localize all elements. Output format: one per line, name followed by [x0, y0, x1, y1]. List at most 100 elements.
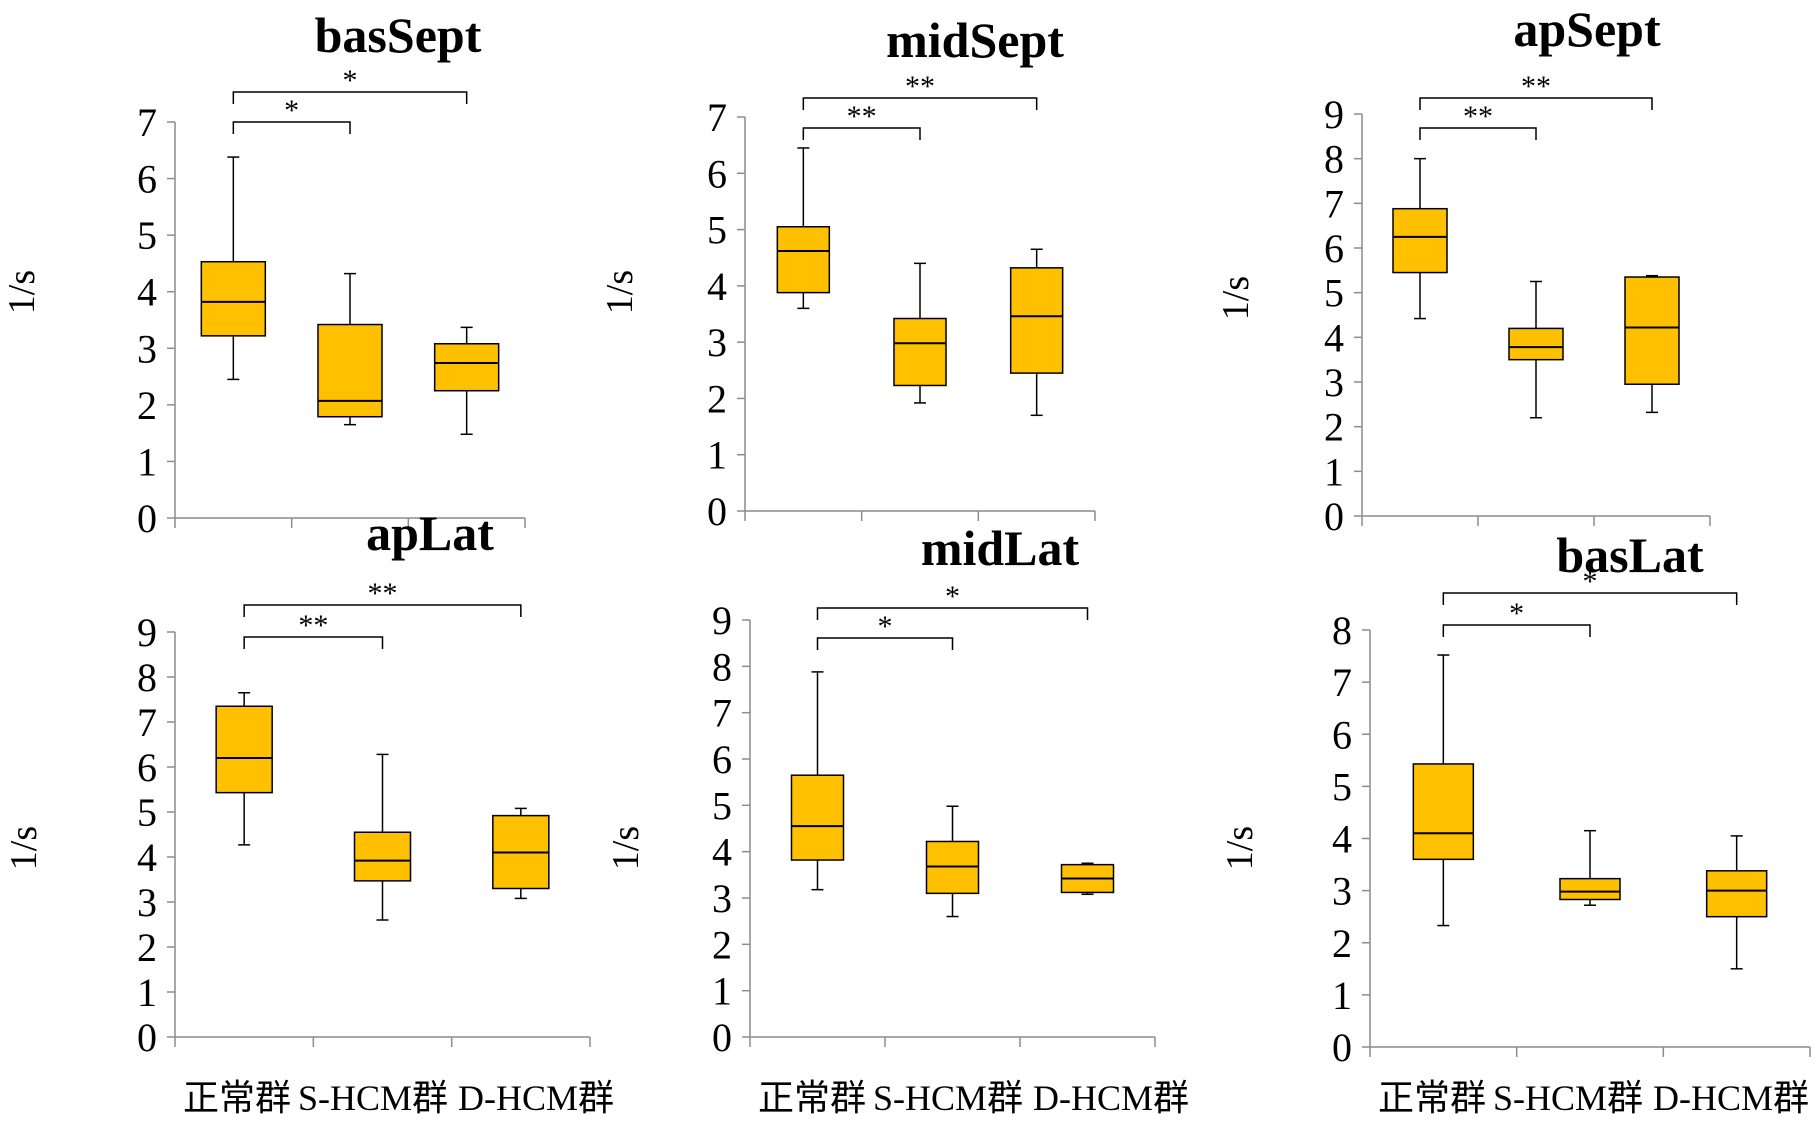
y-tick-label: 3 — [712, 876, 732, 921]
y-tick-label: 1 — [1324, 449, 1344, 494]
significance-label: * — [945, 580, 960, 613]
y-tick-label: 3 — [137, 880, 157, 925]
box-1 — [353, 753, 412, 921]
y-tick-label: 9 — [137, 610, 157, 655]
y-tick-label: 2 — [1332, 921, 1352, 966]
y-tick-label: 7 — [707, 95, 727, 140]
significance-bracket: * — [232, 94, 351, 134]
significance-bracket: ** — [1419, 100, 1537, 140]
box-iqr — [1508, 327, 1564, 361]
box-2 — [433, 326, 500, 436]
box-iqr — [353, 831, 412, 882]
bracket-line — [1442, 592, 1738, 605]
box-0 — [1392, 157, 1448, 320]
y-tick-label: 2 — [137, 925, 157, 970]
box-iqr — [1392, 207, 1448, 274]
y-tick-label: 0 — [137, 496, 157, 541]
y-tick-label: 5 — [707, 208, 727, 253]
y-tick-label: 7 — [712, 691, 732, 736]
bracket-line — [816, 637, 954, 650]
y-tick-label: 9 — [712, 598, 732, 643]
significance-bracket: * — [1442, 565, 1738, 605]
significance-bracket: ** — [802, 100, 921, 140]
significance-label: ** — [1521, 70, 1551, 103]
category-label: D-HCM群 — [1653, 1078, 1809, 1118]
box-2 — [1624, 274, 1680, 414]
panel-midSept: midSept 1/s 0 1 2 3 4 5 6 7 ** ** — [599, 12, 1096, 534]
box-iqr — [1412, 763, 1475, 861]
category-label: D-HCM群 — [458, 1078, 614, 1118]
y-tick-label: 0 — [1324, 494, 1344, 539]
y-tick-label: 4 — [707, 264, 727, 309]
significance-bracket: * — [816, 580, 1089, 620]
y-axis-label: 1/s — [605, 826, 647, 870]
y-tick-label: 7 — [1332, 660, 1352, 705]
significance-label: * — [1509, 597, 1524, 630]
significance-label: ** — [905, 70, 935, 103]
y-tick-label: 7 — [1324, 181, 1344, 226]
box-0 — [790, 671, 845, 891]
significance-bracket: * — [232, 64, 468, 104]
panel-title: basLat — [1556, 527, 1704, 583]
y-tick-label: 9 — [1324, 92, 1344, 137]
box-2 — [1009, 248, 1064, 417]
bracket-line — [243, 636, 384, 649]
significance-label: ** — [847, 100, 877, 133]
y-tick-label: 3 — [1332, 869, 1352, 914]
significance-label: ** — [368, 577, 398, 610]
y-tick-label: 3 — [137, 326, 157, 371]
y-tick-label: 5 — [1324, 271, 1344, 316]
box-iqr — [200, 260, 267, 337]
bracket-line — [1419, 127, 1537, 140]
y-tick-label: 0 — [707, 489, 727, 534]
box-0 — [1412, 654, 1475, 927]
y-tick-label: 1 — [712, 969, 732, 1014]
box-1 — [317, 272, 383, 426]
y-tick-label: 4 — [712, 830, 732, 875]
panel-basSept: basSept 1/s 0 1 2 3 4 5 6 7 * * — [1, 7, 526, 541]
significance-label: * — [343, 64, 358, 97]
y-tick-label: 1 — [137, 970, 157, 1015]
box-iqr — [215, 705, 273, 794]
y-tick-label: 0 — [712, 1015, 732, 1060]
panel-title: midLat — [921, 520, 1080, 576]
y-tick-label: 6 — [707, 151, 727, 196]
y-tick-label: 2 — [712, 922, 732, 967]
significance-bracket: ** — [243, 609, 384, 649]
y-tick-label: 4 — [1332, 817, 1352, 862]
box-iqr — [1559, 877, 1621, 901]
box-0 — [200, 156, 267, 381]
bracket-line — [802, 97, 1038, 110]
box-iqr — [317, 323, 383, 418]
y-tick-label: 0 — [137, 1015, 157, 1060]
y-tick-label: 6 — [137, 745, 157, 790]
box-1 — [893, 262, 947, 404]
box-2 — [1060, 862, 1115, 896]
bracket-line — [232, 121, 351, 134]
y-axis-label: 1/s — [1, 270, 43, 314]
category-label: 正常群 — [1378, 1078, 1486, 1118]
category-label: S-HCM群 — [298, 1078, 448, 1118]
panel-title: midSept — [886, 12, 1064, 68]
y-tick-label: 1 — [137, 439, 157, 484]
panel-title: basSept — [315, 7, 482, 63]
y-tick-label: 8 — [1324, 137, 1344, 182]
y-tick-label: 4 — [1324, 315, 1344, 360]
y-tick-label: 7 — [137, 100, 157, 145]
bracket-line — [816, 607, 1089, 620]
panel-title: apSept — [1513, 1, 1661, 57]
box-2 — [492, 807, 550, 900]
box-1 — [925, 805, 980, 918]
box-iqr — [893, 317, 947, 387]
category-label: D-HCM群 — [1033, 1078, 1189, 1118]
y-tick-label: 6 — [1332, 712, 1352, 757]
y-tick-label: 5 — [1332, 764, 1352, 809]
box-1 — [1508, 280, 1564, 419]
significance-label: * — [284, 94, 299, 127]
y-tick-label: 4 — [137, 270, 157, 315]
box-iqr — [776, 226, 831, 294]
y-tick-label: 4 — [137, 835, 157, 880]
